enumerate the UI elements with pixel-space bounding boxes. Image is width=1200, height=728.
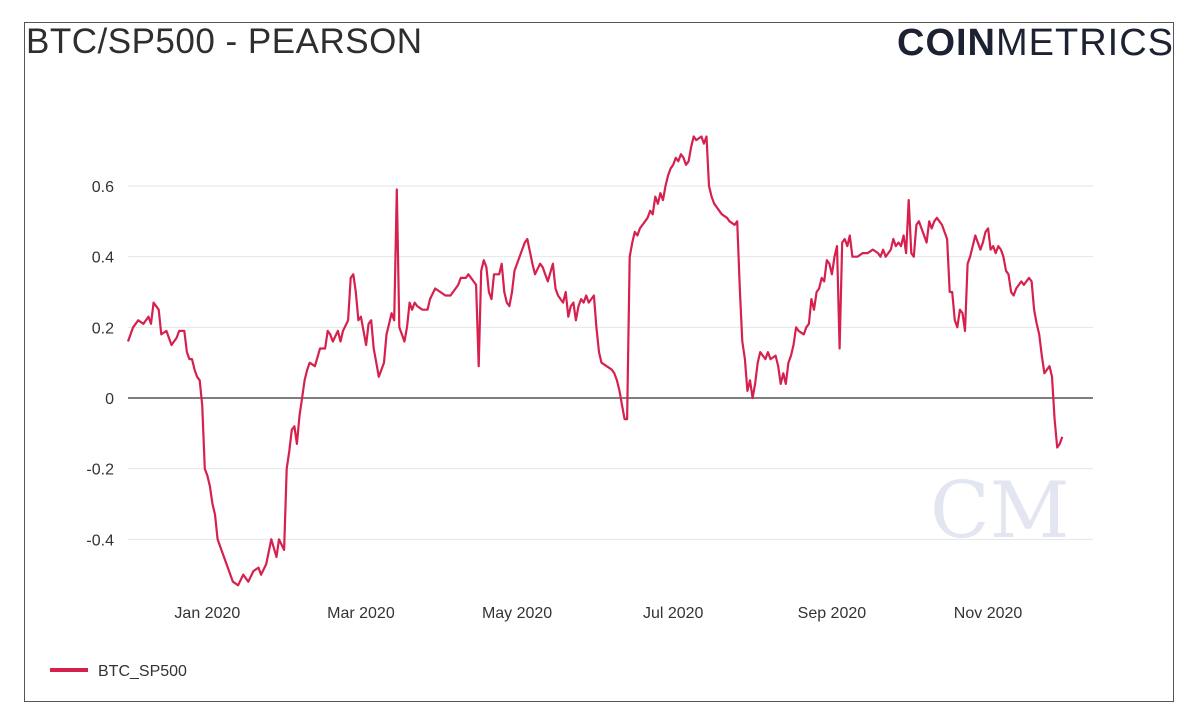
series-line-btc-sp500: [126, 135, 1064, 587]
logo-metrics-text: METRICS: [996, 22, 1174, 64]
watermark-logo: CM: [930, 466, 1070, 556]
x-tick-label: Jul 2020: [643, 605, 704, 622]
legend-label-btc-sp500: BTC_SP500: [98, 663, 187, 680]
y-tick-label: 0: [105, 391, 114, 408]
y-tick-label: 0.2: [92, 320, 114, 337]
x-axis-tick-labels: Jan 2020 Mar 2020 May 2020 Jul 2020 Sep 2020…: [174, 605, 1022, 622]
x-tick-label: May 2020: [482, 605, 552, 622]
y-tick-label: 0.6: [92, 179, 114, 196]
chart-card: [24, 22, 1174, 702]
logo-coin-text: COIN: [897, 22, 996, 64]
x-tick-label: Sep 2020: [798, 605, 867, 622]
chart-title: BTC/SP500 - PEARSON: [26, 22, 423, 61]
y-tick-label: -0.2: [86, 462, 114, 479]
legend[interactable]: BTC_SP500: [50, 663, 187, 680]
x-tick-label: Mar 2020: [327, 605, 395, 622]
y-tick-label: 0.4: [92, 250, 114, 267]
x-tick-label: Nov 2020: [954, 605, 1023, 622]
coinmetrics-logo: COINMETRICS: [897, 22, 1174, 65]
grid-lines: [128, 185, 1093, 540]
y-tick-label: -0.4: [86, 532, 114, 549]
x-tick-label: Jan 2020: [174, 605, 240, 622]
y-axis-tick-labels: -0.4 -0.2 0 0.2 0.4 0.6: [86, 179, 114, 549]
